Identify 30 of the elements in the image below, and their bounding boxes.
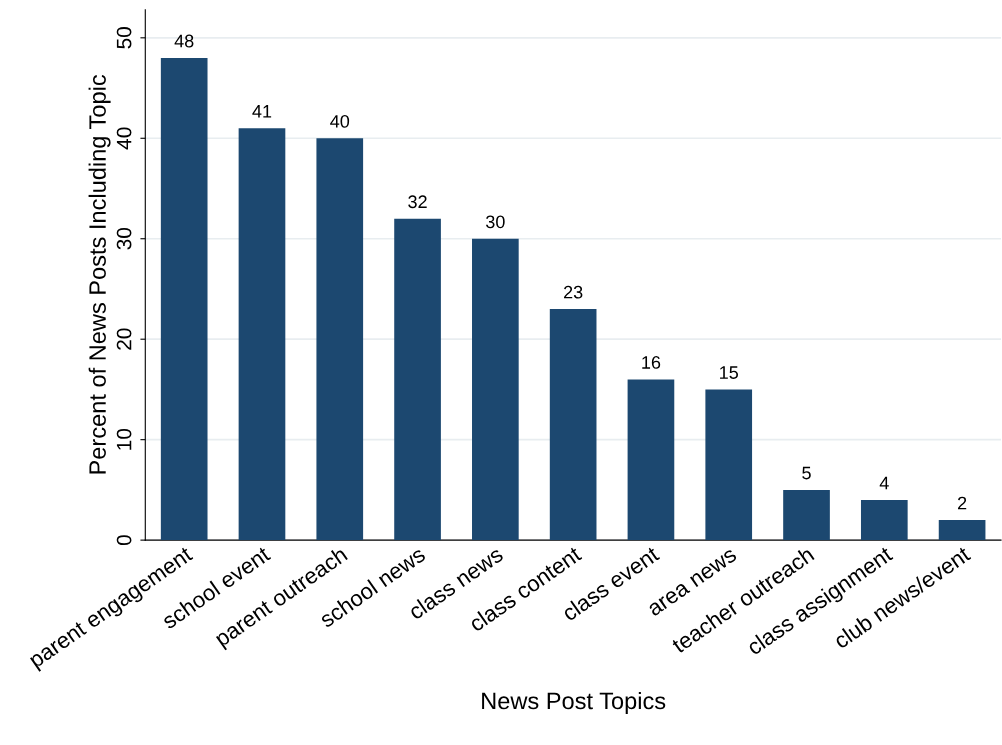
- bar: [938, 520, 986, 541]
- y-tick-label: 0: [116, 535, 132, 546]
- y-tick-label: 30: [116, 227, 132, 250]
- data-label: 23: [564, 285, 583, 299]
- bar: [472, 238, 519, 541]
- y-axis-title: Percent of News Posts Including Topic: [88, 74, 111, 474]
- data-label: 4: [879, 476, 889, 490]
- data-label: 32: [408, 195, 427, 209]
- data-label: 48: [174, 34, 194, 48]
- data-label: 2: [957, 496, 967, 510]
- y-tick-label: 10: [116, 428, 132, 450]
- bar: [783, 489, 830, 541]
- y-tick-label: 50: [116, 27, 132, 49]
- bar: [705, 389, 753, 541]
- data-label: 5: [802, 466, 811, 480]
- bar: [394, 218, 441, 541]
- data-label: 15: [720, 366, 739, 379]
- y-tick-label: 40: [116, 127, 132, 150]
- data-label: 40: [330, 114, 350, 128]
- bar: [238, 128, 286, 541]
- y-tick-label: 20: [116, 328, 132, 350]
- data-label: 41: [252, 105, 272, 118]
- bar: [160, 57, 208, 541]
- data-label: 16: [642, 356, 661, 369]
- data-label: 30: [486, 215, 505, 229]
- bar: [860, 499, 908, 541]
- x-axis-title: News Post Topics: [482, 691, 666, 714]
- bar: [627, 379, 675, 541]
- bar: [549, 309, 597, 541]
- bar: [316, 138, 364, 541]
